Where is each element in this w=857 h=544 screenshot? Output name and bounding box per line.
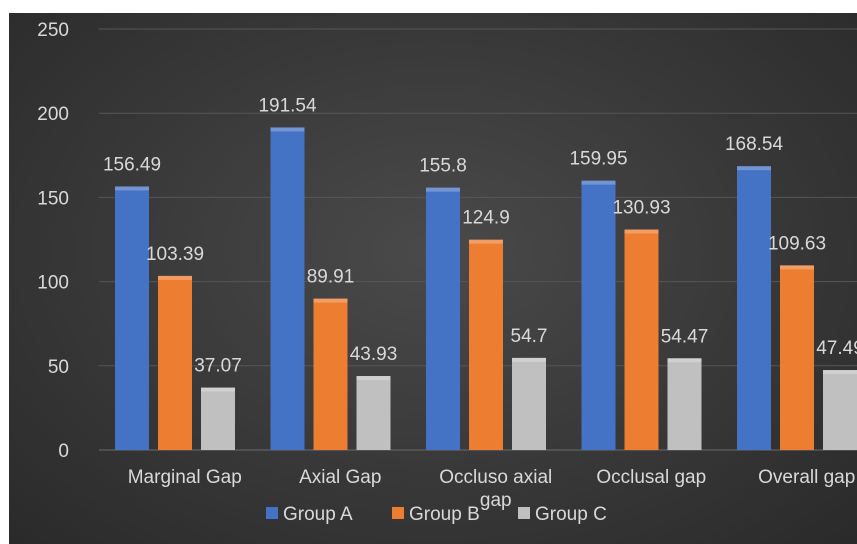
data-label: 47.49 (816, 338, 857, 359)
bar-highlight (737, 166, 771, 171)
y-tick-label: 150 (37, 188, 69, 209)
bar-highlight (270, 127, 305, 132)
data-label: 130.93 (612, 198, 670, 219)
bar-highlight (780, 265, 814, 270)
bar-group-a[interactable] (737, 166, 771, 450)
y-tick-label: 100 (37, 273, 69, 294)
data-label: 155.8 (419, 156, 467, 177)
bar-group-c[interactable] (512, 357, 546, 450)
data-label: 168.54 (725, 134, 784, 155)
bar-group-b[interactable] (158, 275, 192, 450)
category-label: Marginal Gap (128, 467, 242, 488)
data-label: 54.47 (661, 326, 709, 347)
bar[interactable] (356, 376, 391, 450)
legend-label: Group A (283, 504, 353, 525)
bar-group-c[interactable] (667, 358, 702, 450)
y-tick-label: 0 (58, 441, 69, 462)
bar[interactable] (737, 166, 771, 450)
bar[interactable] (426, 187, 460, 450)
bar-highlight (115, 186, 149, 191)
chart-area: 0 50 100 150 200 250 156.49 103.39 37.07 191.54 8… (9, 13, 857, 544)
data-label: 37.07 (194, 356, 242, 377)
bar[interactable] (581, 180, 616, 450)
y-tick-label: 200 (37, 104, 69, 125)
bar-group-b[interactable] (780, 265, 814, 450)
bars (115, 127, 857, 451)
data-label: 159.95 (569, 149, 627, 170)
bar-group-c[interactable] (201, 387, 235, 450)
bar[interactable] (313, 298, 348, 450)
legend-item-group-c[interactable]: Group C (518, 504, 607, 525)
bar[interactable] (667, 358, 702, 450)
category-label: Overall gap (758, 467, 855, 488)
category-label: Axial Gap (299, 467, 381, 488)
bar[interactable] (823, 370, 857, 450)
category-label: Occluso axial gap (439, 467, 552, 511)
bar-group-a[interactable] (270, 127, 305, 450)
y-tick-label: 50 (48, 357, 69, 378)
data-label: 103.39 (146, 244, 204, 265)
bar-highlight (581, 180, 616, 185)
data-label: 89.91 (307, 267, 355, 288)
bar-highlight (823, 370, 857, 375)
bar[interactable] (624, 229, 659, 450)
data-labels: 156.49 103.39 37.07 191.54 89.91 43.93 155.8 12… (103, 95, 857, 376)
data-label: 124.9 (462, 208, 510, 229)
bar-highlight (624, 229, 659, 234)
data-label: 156.49 (103, 154, 161, 175)
y-axis-ticks: 0 50 100 150 200 250 (37, 20, 69, 462)
bar-highlight (512, 357, 546, 362)
category-label: Occlusal gap (596, 467, 706, 488)
bar[interactable] (201, 387, 235, 450)
bar[interactable] (270, 127, 305, 450)
bar-group-b[interactable] (624, 229, 659, 450)
bar-highlight (158, 275, 192, 280)
data-label: 191.54 (258, 95, 317, 116)
bar-group-a[interactable] (115, 186, 149, 451)
bar-highlight (426, 187, 460, 192)
bar-group-b[interactable] (469, 239, 503, 450)
legend-item-group-a[interactable]: Group A (266, 504, 353, 525)
bar-group-c[interactable] (356, 376, 391, 450)
bar-highlight (201, 387, 235, 392)
data-label: 43.93 (350, 344, 398, 365)
legend[interactable]: Group A Group B Group C (266, 504, 607, 525)
legend-label: Group C (535, 504, 607, 525)
bar-group-b[interactable] (313, 298, 348, 450)
bar[interactable] (780, 265, 814, 450)
bar-highlight (356, 376, 391, 381)
bar[interactable] (512, 357, 546, 450)
bar-chart: 0 50 100 150 200 250 156.49 103.39 37.07 191.54 8… (37, 20, 857, 525)
bar-highlight (313, 298, 348, 303)
bar-highlight (469, 239, 503, 244)
legend-item-group-b[interactable]: Group B (392, 504, 480, 525)
legend-swatch (392, 507, 404, 519)
bar[interactable] (158, 275, 192, 450)
data-label: 109.63 (768, 233, 826, 254)
bar-group-a[interactable] (581, 180, 616, 450)
bar[interactable] (469, 239, 503, 450)
bar-group-c[interactable] (823, 370, 857, 450)
x-axis-categories: Marginal Gap Axial Gap Occluso axial gap Occ… (128, 467, 856, 511)
legend-swatch (518, 507, 530, 519)
data-label: 54.7 (511, 326, 548, 347)
bar-highlight (667, 358, 702, 363)
bar-group-a[interactable] (426, 187, 460, 450)
y-tick-label: 250 (37, 20, 69, 41)
legend-swatch (266, 507, 278, 519)
legend-label: Group B (409, 504, 480, 525)
bar[interactable] (115, 186, 149, 451)
